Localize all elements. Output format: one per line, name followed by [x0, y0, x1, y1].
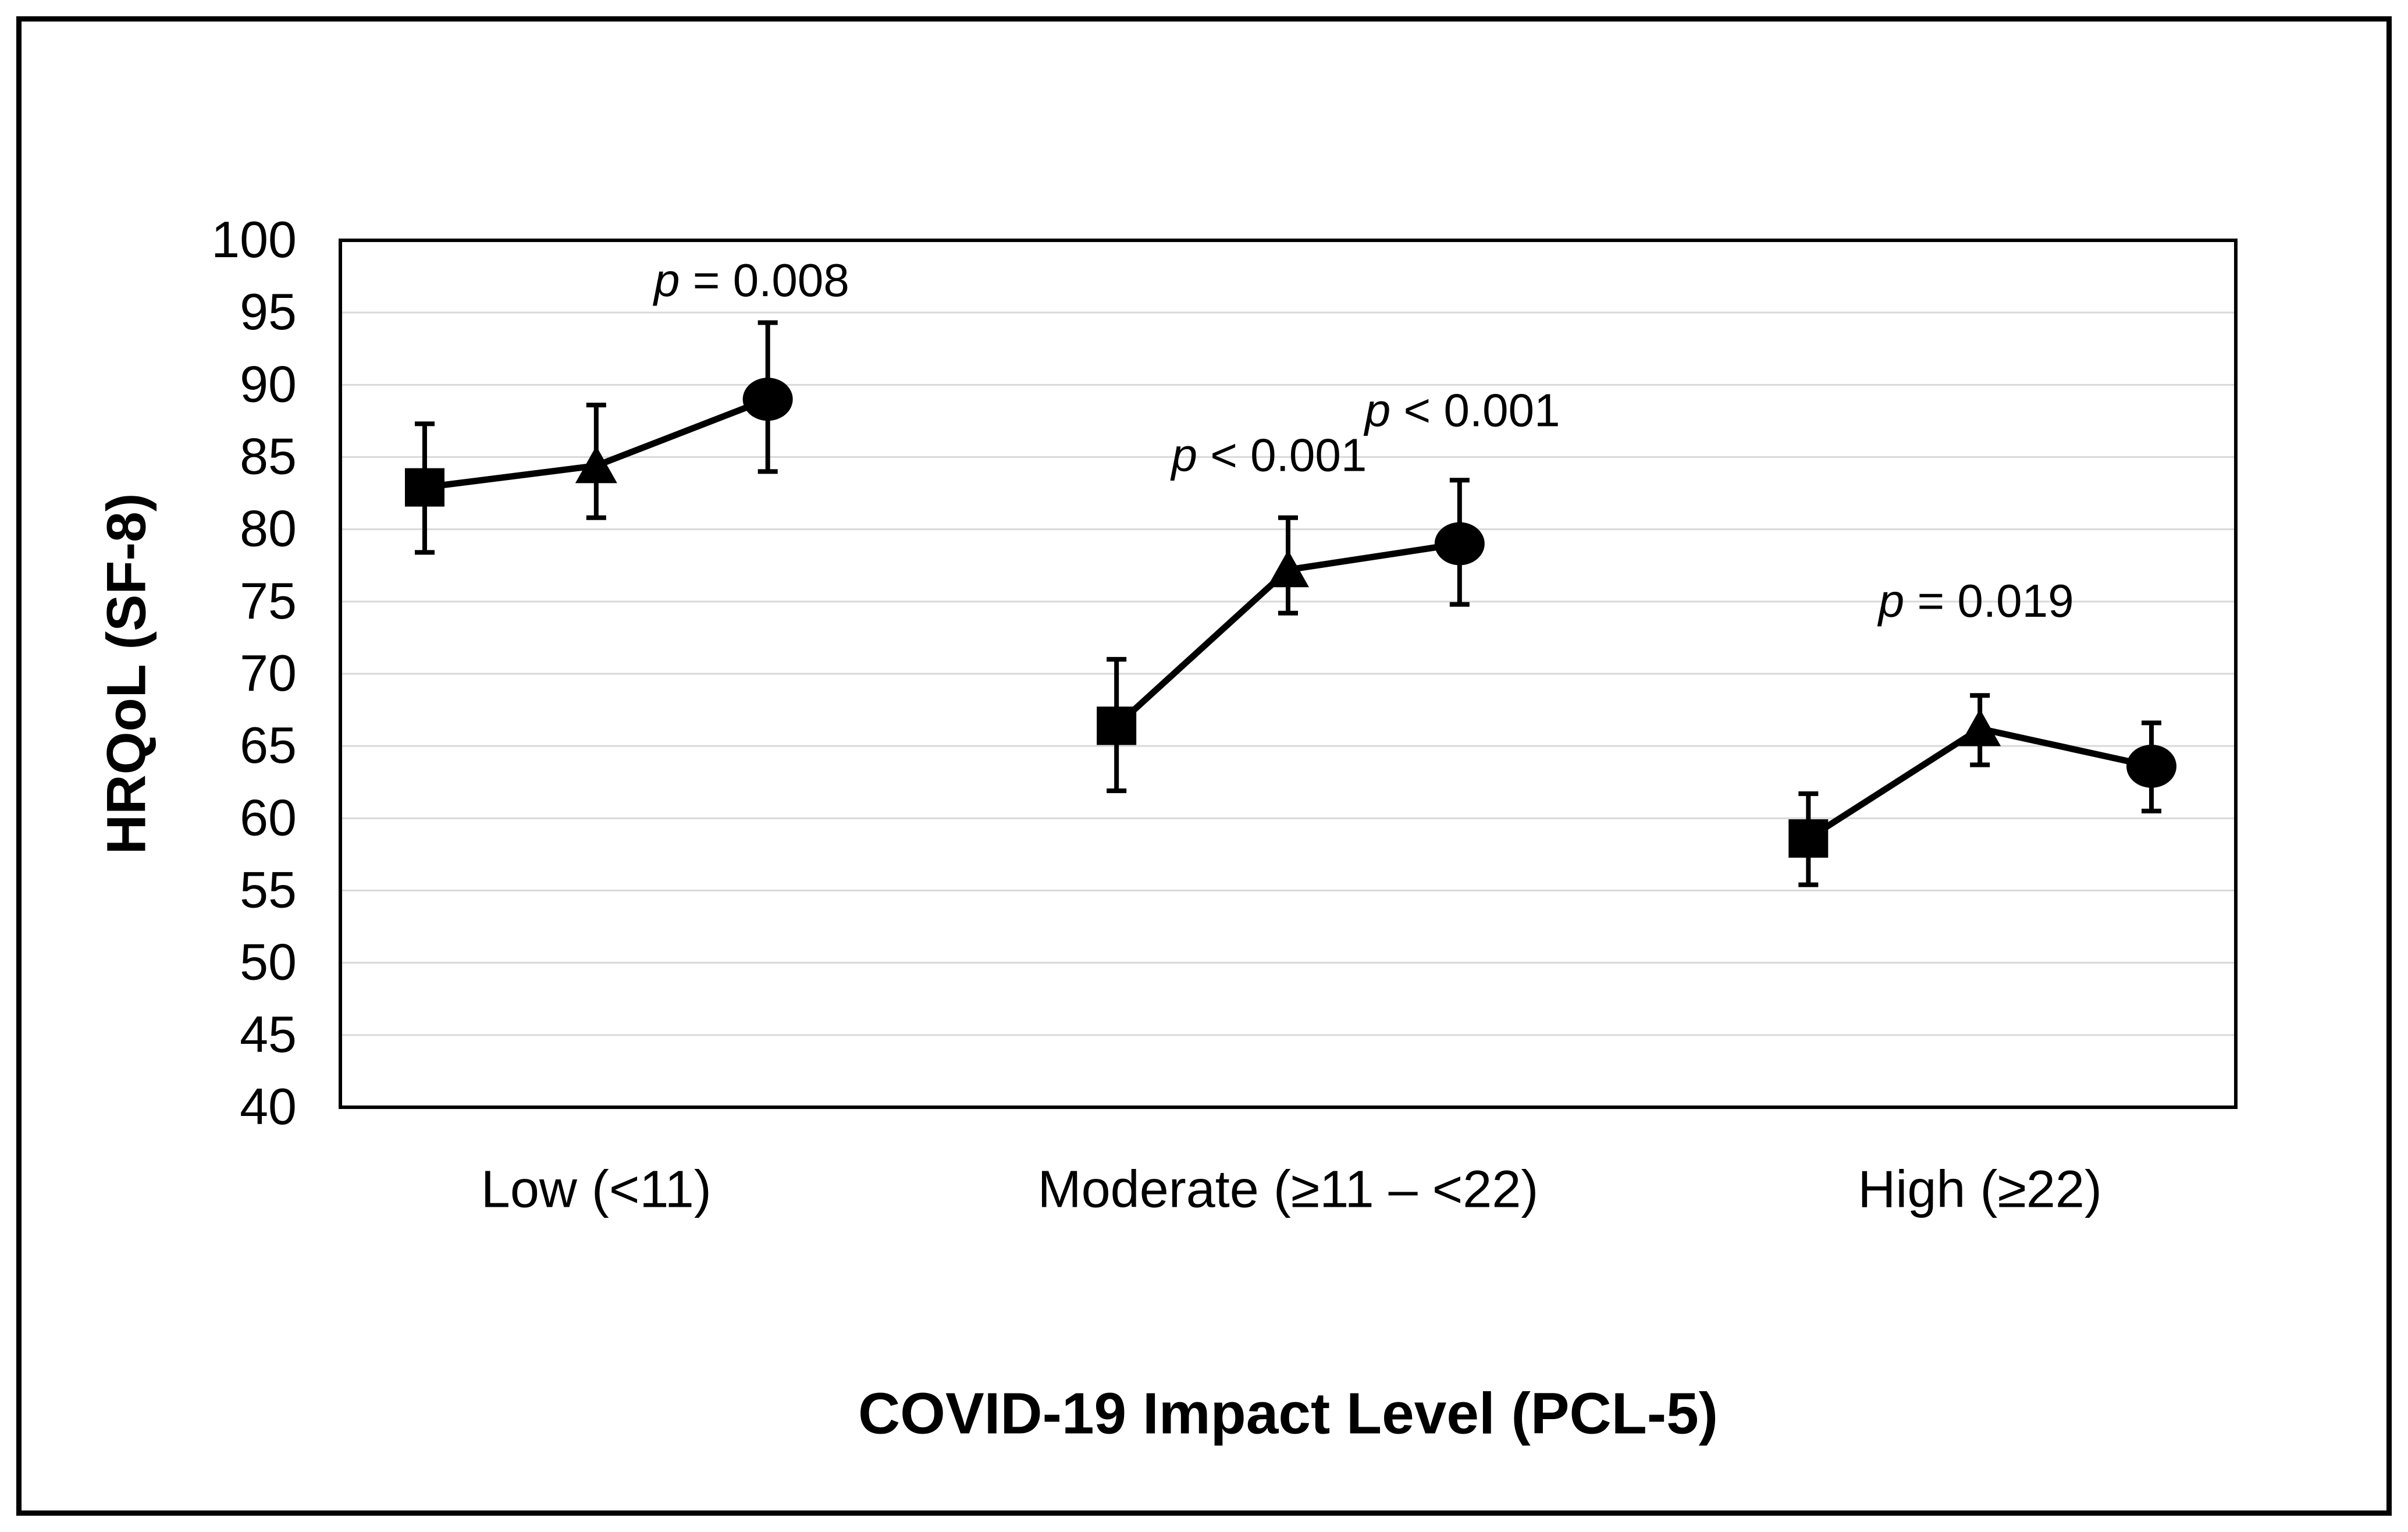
square-marker: [1788, 819, 1829, 858]
y-tick-label: 80: [240, 500, 297, 557]
triangle-marker: [575, 446, 617, 484]
circle-marker: [2126, 744, 2177, 788]
y-tick-label: 100: [211, 211, 297, 268]
x-category-label: Moderate (≥11 – <22): [1038, 1161, 1539, 1219]
p-value-annotation: p = 0.019: [1877, 575, 2074, 627]
y-tick-label: 75: [240, 572, 297, 630]
y-tick-label: 60: [240, 788, 297, 846]
triangle-marker: [1267, 550, 1309, 588]
plot-frame: [339, 239, 2238, 1109]
circle-marker: [1434, 522, 1485, 566]
y-tick-label: 55: [240, 861, 297, 919]
p-value-annotation: p < 0.001: [1364, 384, 1560, 436]
x-axis-title: COVID-19 Impact Level (PCL-5): [858, 1381, 1719, 1446]
circle-marker: [742, 378, 793, 421]
x-category-label: High (≥22): [1858, 1161, 2102, 1219]
x-category-label: Low (<11): [481, 1161, 712, 1219]
y-tick-label: 85: [240, 428, 297, 485]
square-marker: [1097, 706, 1137, 745]
y-tick-label: 65: [240, 716, 297, 774]
y-tick-label: 90: [240, 355, 297, 413]
y-tick-label: 95: [240, 283, 297, 340]
y-tick-label: 45: [240, 1005, 297, 1063]
y-tick-label: 40: [240, 1078, 297, 1135]
y-axis-title: HRQoL (SF-8): [95, 493, 158, 855]
y-tick-label: 50: [240, 933, 297, 991]
p-value-annotation: p < 0.001: [1170, 429, 1367, 481]
triangle-marker: [1959, 709, 2001, 747]
square-marker: [404, 468, 444, 507]
y-tick-label: 70: [240, 644, 297, 702]
p-value-annotation: p = 0.008: [653, 254, 849, 306]
